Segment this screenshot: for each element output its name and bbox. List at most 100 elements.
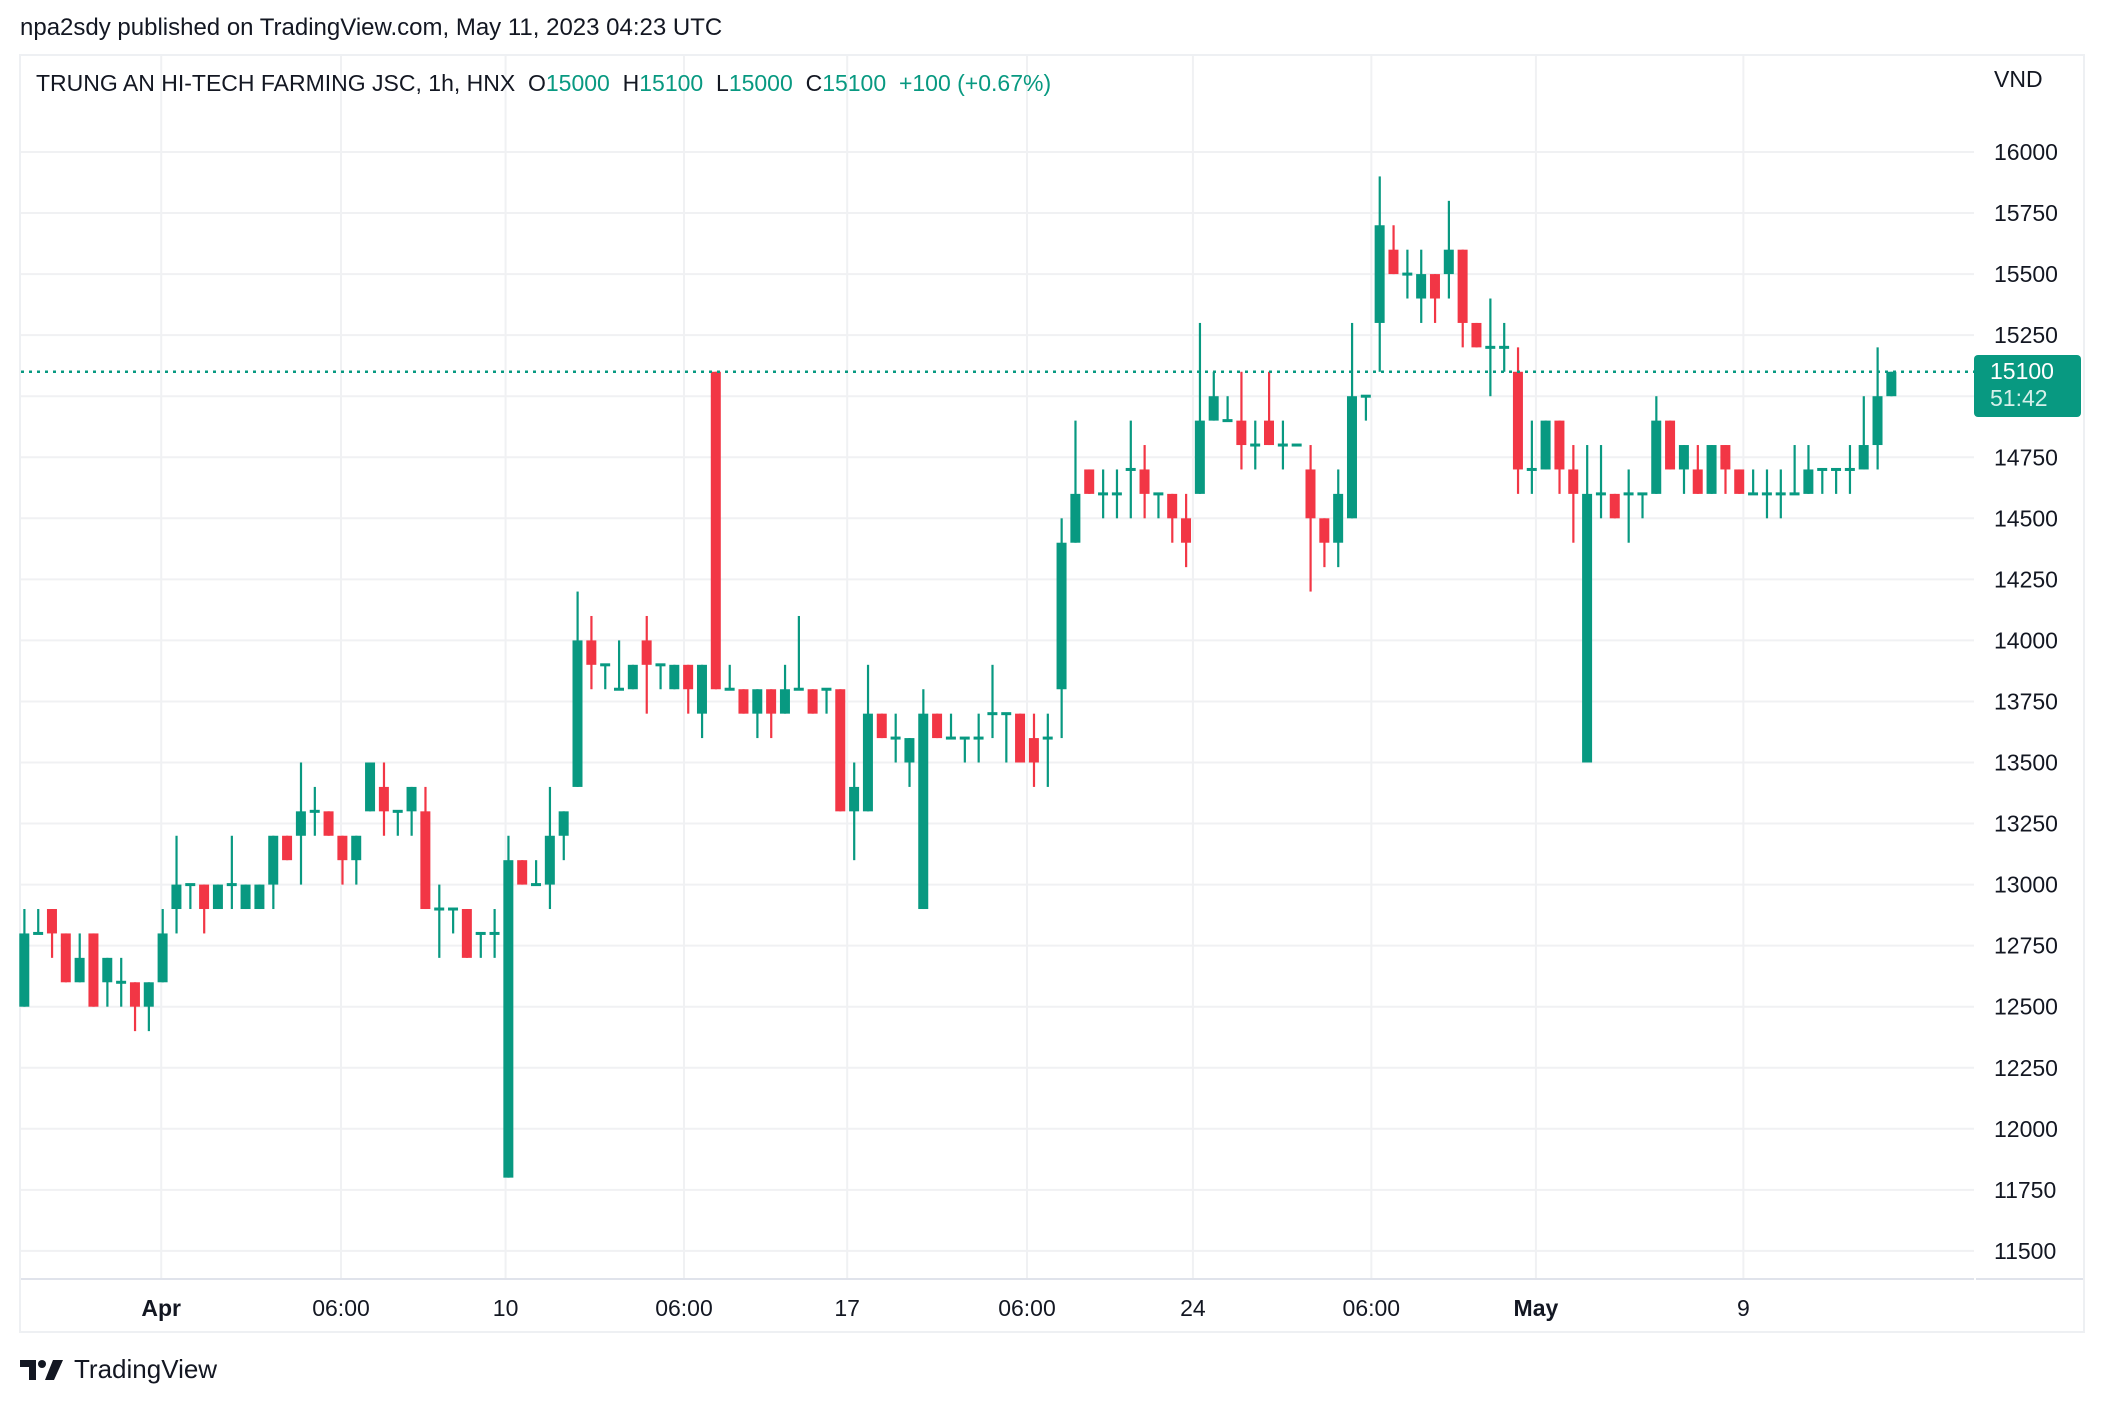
price-tick-label: 12750 <box>1994 933 2058 959</box>
price-tick-label: 14250 <box>1994 566 2058 592</box>
publisher-caption: npa2sdy published on TradingView.com, Ma… <box>20 14 723 41</box>
candle <box>434 884 445 958</box>
price-tick-label: 16000 <box>1994 139 2058 165</box>
candle <box>420 786 431 910</box>
candle <box>1789 445 1800 496</box>
symbol-legend: TRUNG AN HI-TECH FARMING JSC, 1h, HNX O1… <box>36 70 1051 97</box>
candle <box>88 933 99 1007</box>
candle <box>876 713 887 739</box>
chart-frame <box>19 54 2085 1333</box>
candle <box>1595 445 1606 519</box>
candle <box>1761 469 1772 519</box>
candle <box>1250 420 1261 470</box>
price-tick-label: 15250 <box>1994 322 2058 348</box>
candle <box>1346 322 1357 519</box>
candle <box>212 884 223 910</box>
candle <box>1236 371 1247 470</box>
candle <box>973 713 984 763</box>
tradingview-logo[interactable]: TradingView <box>20 1354 217 1385</box>
candle <box>1692 445 1703 494</box>
price-axis[interactable]: 1600015750155001525015000147501450014250… <box>1994 139 2058 1264</box>
candle <box>1319 518 1330 568</box>
candle <box>157 909 168 983</box>
candle <box>1388 225 1399 275</box>
high-label: H <box>622 70 640 96</box>
candle <box>1678 445 1689 494</box>
candle <box>932 713 943 739</box>
candle <box>1360 394 1371 421</box>
candle <box>1167 493 1178 543</box>
candle <box>102 957 113 1007</box>
candle <box>517 860 528 885</box>
candle <box>710 371 721 690</box>
candle <box>1443 200 1454 299</box>
candle <box>1098 469 1109 519</box>
candle <box>821 687 832 714</box>
candle <box>1084 469 1095 494</box>
candle <box>1194 322 1205 494</box>
candle <box>282 835 293 861</box>
candle <box>1291 443 1302 447</box>
candle <box>683 664 694 714</box>
candle <box>987 664 998 739</box>
time-tick-label: 06:00 <box>998 1295 1056 1321</box>
candle <box>945 713 956 740</box>
candle <box>1734 469 1745 494</box>
candle <box>1568 445 1579 543</box>
candle <box>1042 713 1053 787</box>
open-label: O <box>528 70 546 96</box>
candle <box>766 689 777 739</box>
price-tick-label: 13250 <box>1994 811 2058 837</box>
candle <box>1665 420 1676 470</box>
candle <box>1471 322 1482 348</box>
candle <box>1001 712 1012 763</box>
price-tick-label: 15750 <box>1994 200 2058 226</box>
candle <box>323 811 334 836</box>
candle <box>392 809 403 836</box>
candle <box>1222 396 1233 423</box>
candle <box>268 835 279 910</box>
time-tick-label: 9 <box>1737 1295 1750 1321</box>
candle <box>586 615 597 690</box>
candle <box>1706 445 1717 494</box>
candle <box>33 909 44 935</box>
candle <box>918 689 929 910</box>
time-tick-label: 06:00 <box>1343 1295 1401 1321</box>
candle <box>1374 176 1385 372</box>
symbol-title: TRUNG AN HI-TECH FARMING JSC, 1h, HNX <box>36 70 516 96</box>
candle <box>1111 469 1122 519</box>
candle <box>240 884 251 910</box>
candle <box>19 909 30 1007</box>
candle <box>752 689 763 739</box>
candle <box>959 736 970 763</box>
candle <box>531 860 542 887</box>
candle <box>448 907 459 934</box>
candle <box>1402 249 1413 299</box>
candle <box>406 786 417 836</box>
time-axis[interactable]: Apr 06:00 10 06:00 17 06:00 24 06:00 May 9 <box>141 1295 1749 1321</box>
candles-series <box>19 176 1897 1178</box>
candle <box>1125 420 1136 519</box>
candle <box>295 762 306 885</box>
candle <box>1623 469 1634 543</box>
time-tick-label: 24 <box>1180 1295 1206 1321</box>
candle <box>849 762 860 861</box>
candle <box>74 933 85 983</box>
candle <box>1775 469 1786 519</box>
price-tick-label: 13750 <box>1994 688 2058 714</box>
candle <box>1844 445 1855 494</box>
candle <box>116 957 127 1007</box>
bar-countdown: 51:42 <box>1990 385 2048 411</box>
candle <box>1264 371 1274 446</box>
candle <box>1637 492 1648 519</box>
candle <box>1831 467 1842 494</box>
candle <box>254 884 265 910</box>
candle <box>226 835 237 910</box>
candle <box>1416 249 1427 323</box>
candle <box>793 615 804 691</box>
close-label: C <box>805 70 823 96</box>
candle <box>1277 420 1288 470</box>
candle <box>1305 445 1316 592</box>
price-tick-label: 14750 <box>1994 444 2058 470</box>
